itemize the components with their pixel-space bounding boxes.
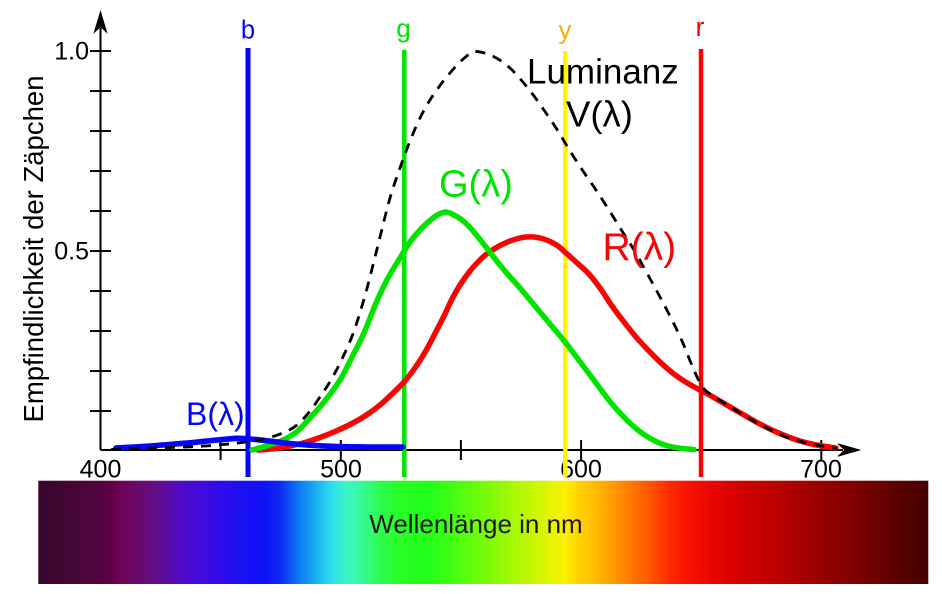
- svg-text:700: 700: [800, 456, 842, 484]
- svg-text:1.0: 1.0: [54, 38, 89, 66]
- svg-text:Wellenlänge in nm: Wellenlänge in nm: [369, 509, 582, 539]
- svg-text:V(λ): V(λ): [566, 94, 633, 135]
- svg-text:500: 500: [320, 456, 362, 484]
- svg-text:B(λ): B(λ): [186, 396, 245, 432]
- svg-text:y: y: [559, 14, 572, 44]
- svg-text:R(λ): R(λ): [603, 226, 677, 269]
- svg-text:0.5: 0.5: [54, 238, 89, 266]
- svg-text:g: g: [396, 13, 410, 43]
- svg-text:400: 400: [80, 456, 122, 484]
- svg-text:Empfindlichkeit der Zäpchen: Empfindlichkeit der Zäpchen: [18, 76, 49, 423]
- svg-text:r: r: [696, 12, 705, 42]
- svg-text:b: b: [241, 17, 255, 45]
- svg-text:G(λ): G(λ): [439, 164, 513, 206]
- svg-text:Luminanz: Luminanz: [527, 53, 679, 92]
